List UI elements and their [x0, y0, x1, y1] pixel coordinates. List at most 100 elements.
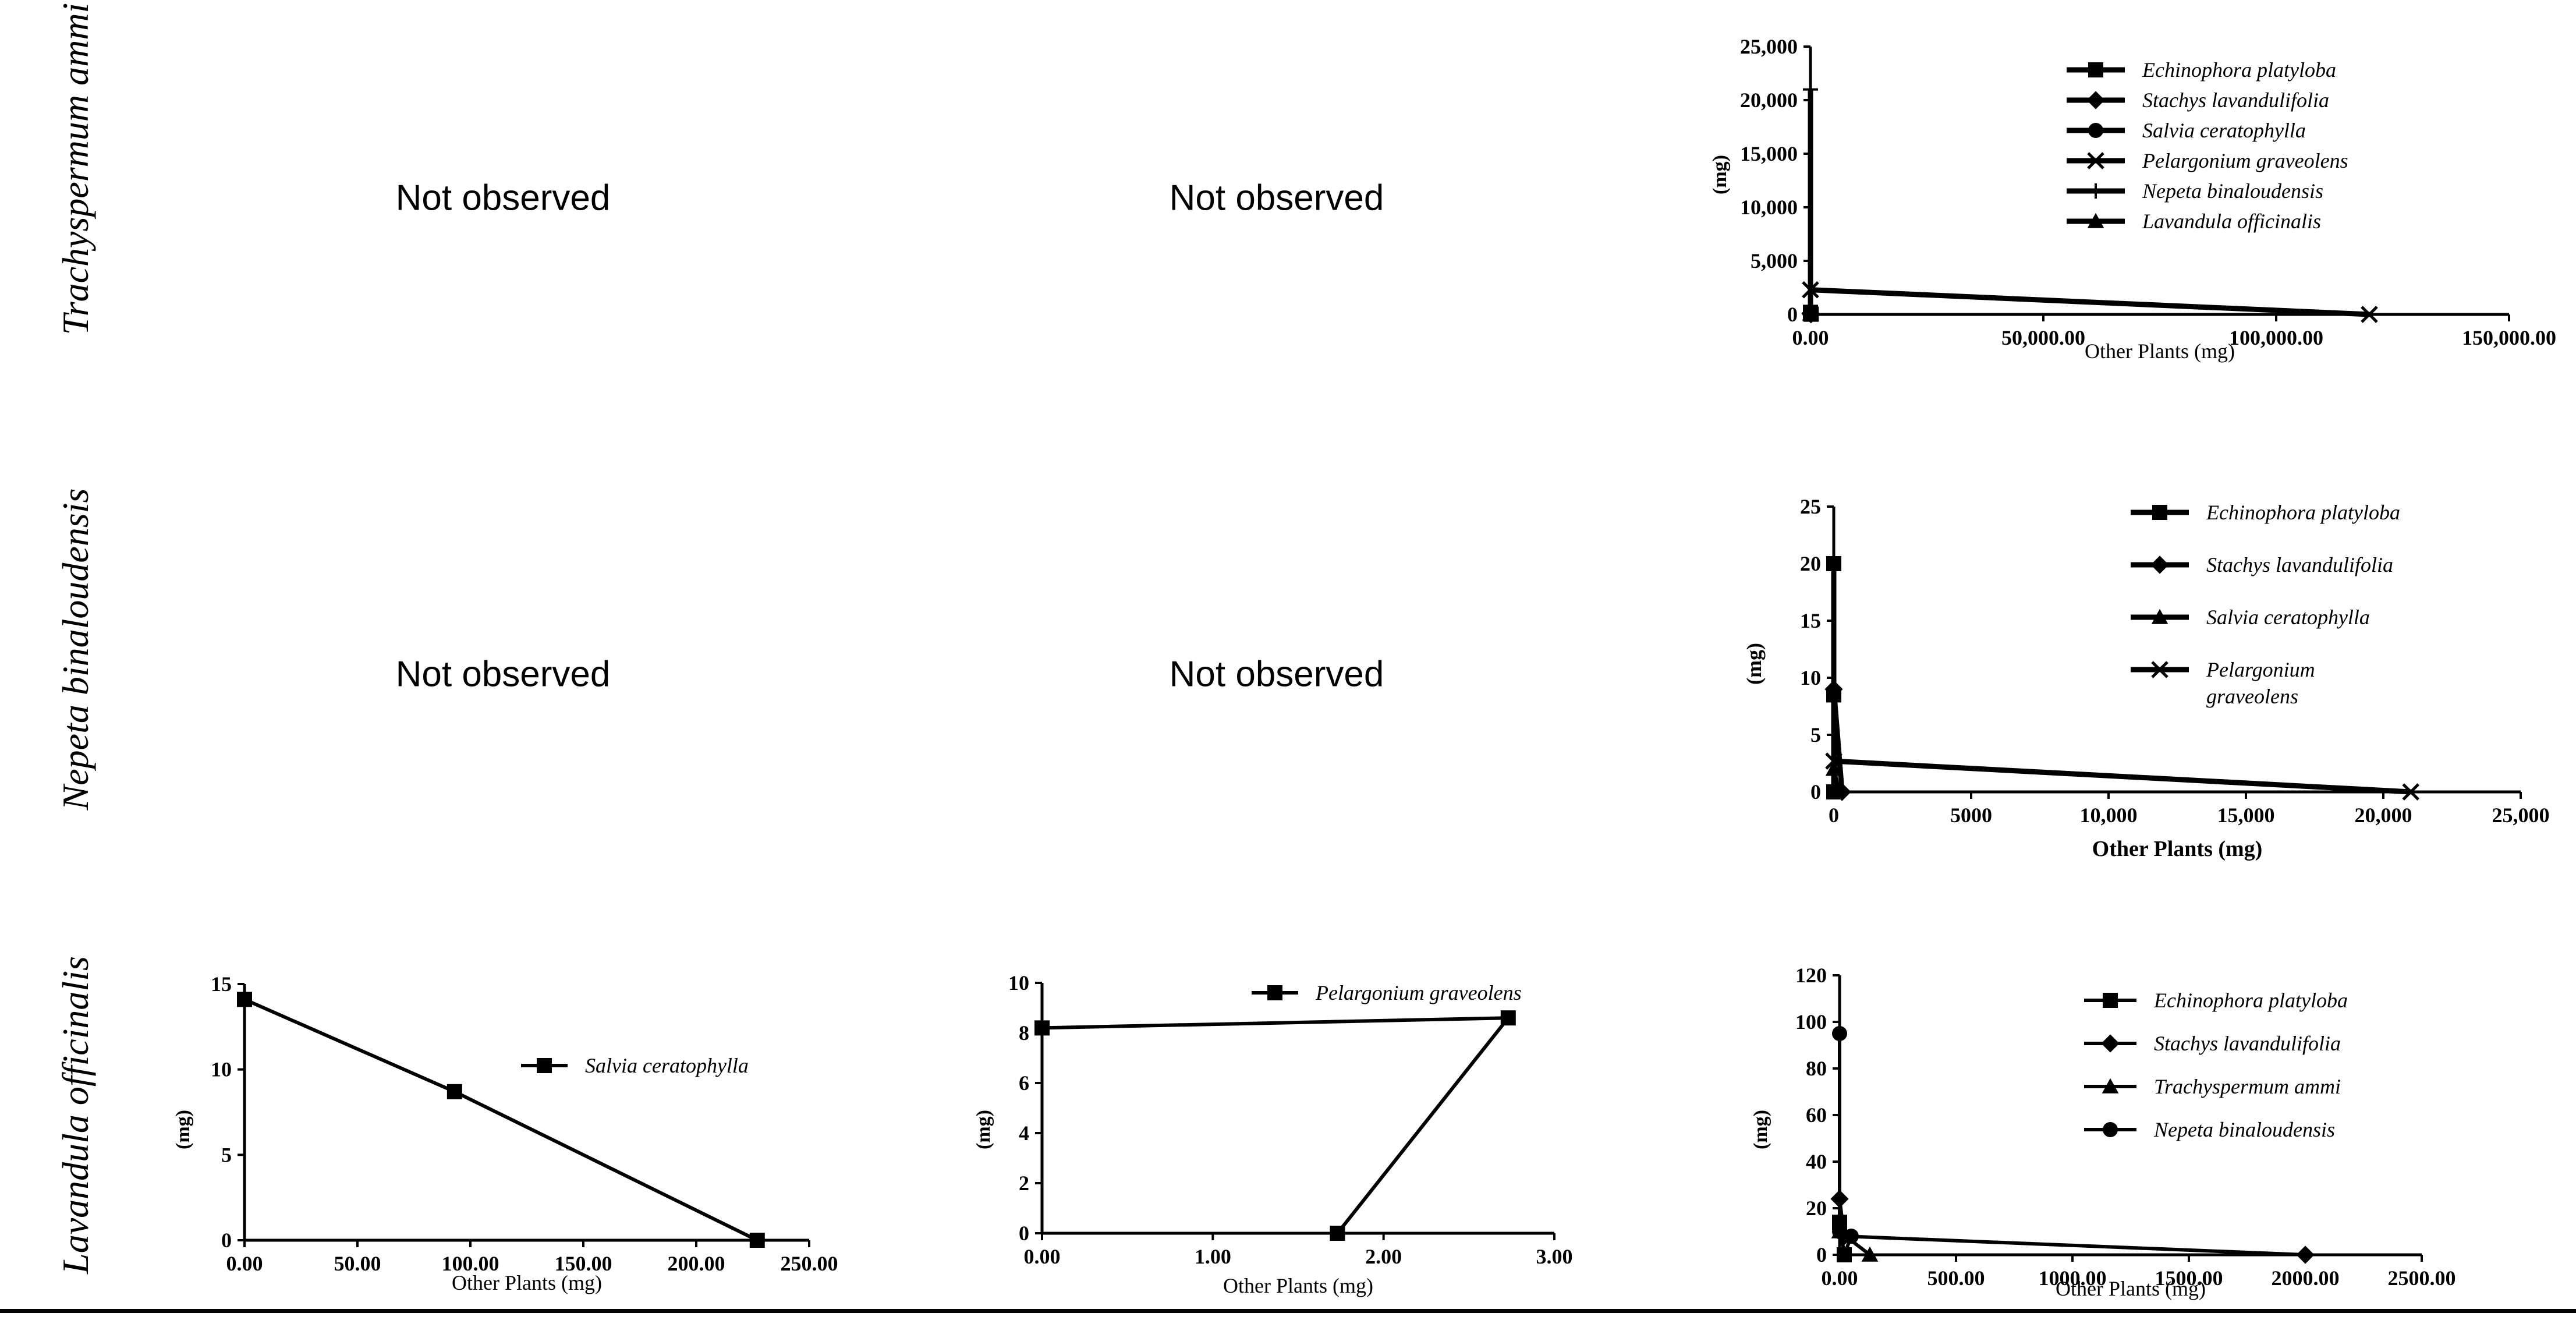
- legend: Echinophora platyloba Stachys lavandulifo…: [2067, 58, 2348, 233]
- y-tick-label: 15,000: [1740, 142, 1798, 165]
- data-point: [1825, 760, 1842, 776]
- y-tick-label: 4: [1019, 1121, 1029, 1145]
- y-tick-label: 10,000: [1740, 196, 1798, 219]
- y-tick-label: 5,000: [1751, 249, 1798, 273]
- y-tick-label: 20: [1806, 1197, 1827, 1220]
- legend-label: Salvia ceratophylla: [585, 1054, 749, 1077]
- legend-label: Lavandula officinalis: [2142, 210, 2321, 233]
- x-tick-label: 2.00: [1365, 1245, 1402, 1268]
- legend-label: Echinophora platyloba: [2153, 989, 2348, 1012]
- bottom-rule: [0, 1309, 2576, 1313]
- data-point: [1803, 82, 1818, 97]
- data-point: [2296, 1245, 2315, 1264]
- series-line: [1833, 758, 2411, 795]
- legend-marker: [2101, 1034, 2120, 1053]
- legend-marker: [2087, 152, 2104, 169]
- x-tick-label: 1000.00: [2039, 1266, 2107, 1290]
- data-point: [1832, 1026, 1847, 1041]
- data-point: [1500, 1010, 1516, 1026]
- data-point: [1837, 1247, 1852, 1262]
- legend: Echinophora platyloba Stachys lavandulifo…: [2084, 989, 2348, 1141]
- y-axis-label: (mg): [1750, 1110, 1771, 1149]
- not-observed-r2-c2: Not observed: [1169, 654, 1384, 695]
- y-tick-label: 80: [1806, 1057, 1827, 1080]
- x-tick-label: 250.00: [781, 1252, 838, 1275]
- y-tick-label: 2: [1019, 1172, 1029, 1195]
- legend-label: Stachys lavandulifolia: [2154, 1032, 2341, 1055]
- legend-label: Trachyspermum ammi: [2154, 1075, 2341, 1098]
- x-tick-label: 20,000: [2355, 804, 2412, 827]
- legend-label: Nepeta binaloudensis: [2142, 179, 2323, 203]
- series-nepeta-binaloudensis: [1832, 1026, 1859, 1262]
- x-axis-label: Other Plants (mg): [2092, 837, 2263, 861]
- legend-marker: [2103, 993, 2118, 1008]
- chart-lavandula-pelargonium: 0 2 4 6 8 10 0.00 1.00 2.00 3.00 Other Plants (mg)…: [973, 971, 1573, 1297]
- data-point: [1330, 1226, 1345, 1241]
- x-tick-label: 0.00: [1024, 1245, 1061, 1268]
- legend-marker: [2087, 213, 2104, 228]
- legend-marker: [2150, 555, 2169, 574]
- data-point: [1824, 680, 1843, 699]
- series-line: [243, 997, 759, 1242]
- y-tick-label: 5: [221, 1143, 232, 1166]
- legend-label: Stachys lavandulifolia: [2206, 553, 2393, 576]
- series-pelargonium-graveolens: [1825, 752, 2419, 801]
- data-point: [2402, 783, 2419, 801]
- data-point: [1844, 1229, 1859, 1244]
- x-tick-label: 500.00: [1927, 1266, 1985, 1290]
- y-axis-label: (mg): [1742, 643, 1766, 685]
- x-axis-label: Other Plants (mg): [452, 1271, 602, 1294]
- legend-marker: [2102, 1078, 2119, 1094]
- data-point: [1832, 1224, 1847, 1239]
- legend-label: Pelargonium graveolens: [2142, 149, 2348, 172]
- legend-label: Echinophora platyloba: [2142, 58, 2336, 82]
- row-label-trachyspermum-ammi: Trachyspermum ammi: [55, 2, 96, 335]
- not-observed-r2-c1: Not observed: [395, 654, 611, 695]
- x-tick-label: 15,000: [2217, 804, 2275, 827]
- y-tick-label: 40: [1806, 1150, 1827, 1173]
- x-tick-label: 50.00: [334, 1252, 381, 1275]
- y-tick-label: 5: [1810, 723, 1821, 746]
- legend-label: Pelargonium graveolens: [1315, 981, 1522, 1004]
- y-tick-label: 15: [211, 972, 232, 996]
- legend-label: Salvia ceratophylla: [2206, 606, 2370, 629]
- legend-label: Nepeta binaloudensis: [2153, 1118, 2335, 1141]
- y-tick-label: 0: [1810, 780, 1821, 804]
- series-line: [1838, 1198, 2306, 1257]
- data-point: [1802, 306, 1819, 321]
- x-axis-label: Other Plants (mg): [1223, 1274, 1373, 1297]
- y-axis-label: (mg): [172, 1110, 194, 1149]
- y-tick-label: 6: [1019, 1071, 1029, 1095]
- series-lavandula-officinalis: [1802, 305, 1819, 321]
- legend-label: Echinophora platyloba: [2206, 501, 2400, 524]
- y-tick-label: 15: [1800, 609, 1821, 632]
- x-tick-label: 0.00: [1792, 326, 1829, 349]
- x-tick-label: 3.00: [1536, 1245, 1573, 1268]
- y-tick-label: 100: [1795, 1010, 1827, 1034]
- legend-marker: [2152, 505, 2167, 520]
- x-tick-label: 1500.00: [2155, 1266, 2223, 1290]
- data-point: [1861, 1246, 1879, 1262]
- legend-marker: [1267, 985, 1282, 1000]
- x-tick-label: 150.00: [555, 1252, 612, 1275]
- series-line: [1810, 287, 2370, 317]
- legend-marker: [537, 1058, 552, 1073]
- legend-marker: [2088, 183, 2103, 199]
- y-axis-label: (mg): [1709, 155, 1731, 194]
- y-tick-label: 20,000: [1740, 89, 1798, 112]
- y-axis-label: (mg): [973, 1110, 994, 1149]
- series-line: [1041, 1016, 1510, 1234]
- y-tick-label: 0: [1787, 303, 1798, 326]
- legend-marker: [2088, 62, 2103, 77]
- y-tick-label: 10: [1800, 666, 1821, 689]
- x-tick-label: 200.00: [668, 1252, 725, 1275]
- y-tick-label: 25,000: [1740, 35, 1798, 58]
- data-point: [447, 1084, 462, 1099]
- x-tick-label: 10,000: [2080, 804, 2138, 827]
- x-tick-label: 0.00: [226, 1252, 263, 1275]
- x-tick-label: 0: [1829, 804, 1839, 827]
- y-tick-label: 120: [1795, 964, 1827, 987]
- x-tick-label: 100,000.00: [2229, 326, 2323, 349]
- x-tick-label: 25,000: [2492, 804, 2550, 827]
